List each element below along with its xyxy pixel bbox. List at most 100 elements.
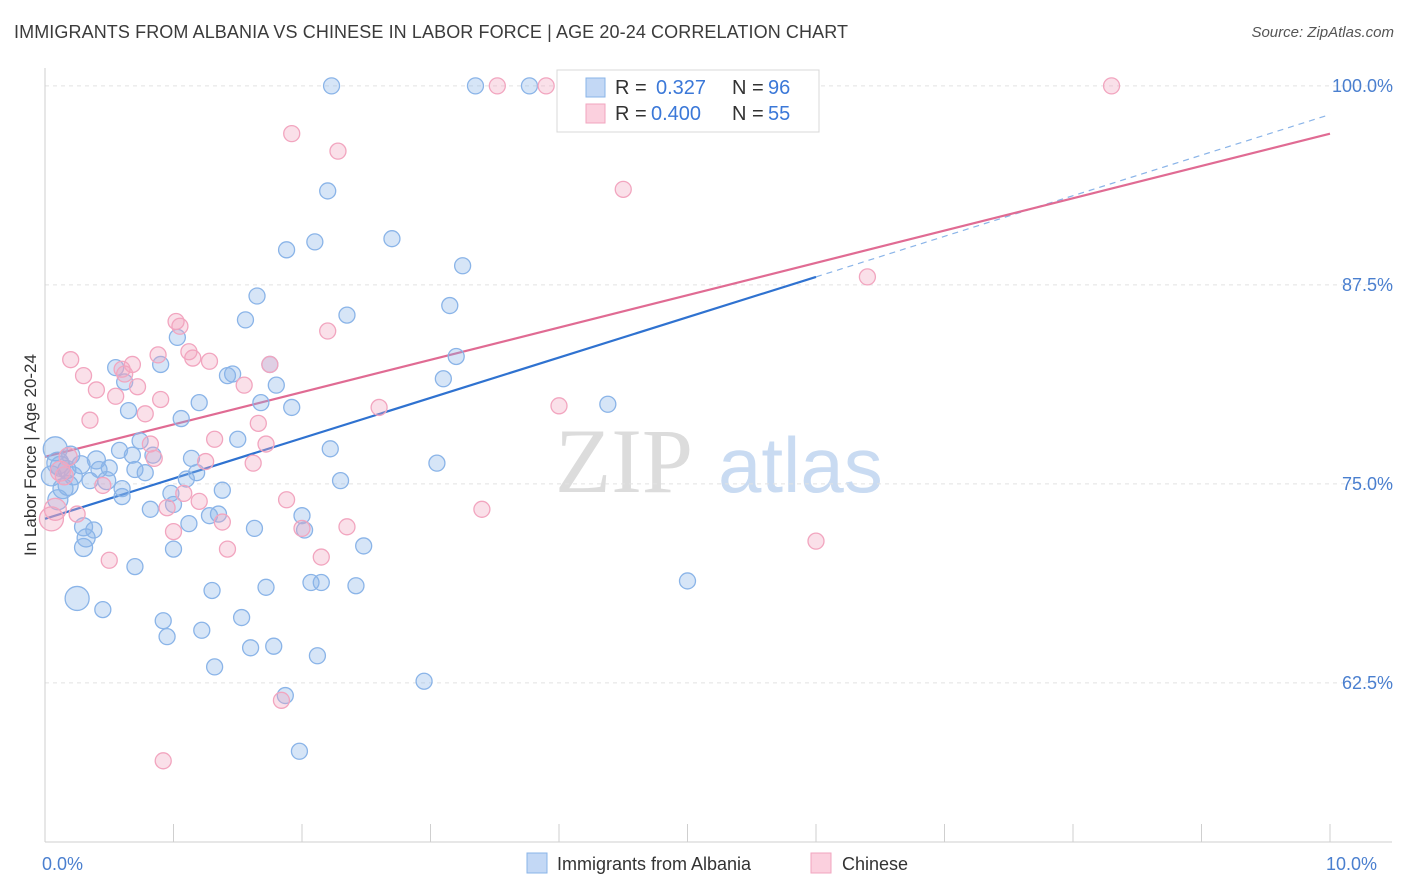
legend-r-label-chinese: R = <box>615 103 647 125</box>
chinese-point <box>149 346 167 364</box>
albania-point <box>46 451 70 475</box>
albania-point <box>205 658 224 676</box>
albania-point <box>223 365 242 383</box>
chinese-point <box>213 513 231 531</box>
chinese-point <box>338 518 356 536</box>
chinese-point <box>62 351 80 369</box>
albania-point <box>678 572 697 590</box>
chinese-point <box>145 449 163 468</box>
albania-point <box>355 537 373 555</box>
albania-point <box>338 306 356 324</box>
albania-point <box>123 446 142 464</box>
chinese-point <box>200 352 219 370</box>
albania-point <box>113 479 131 498</box>
albania-point <box>100 459 118 477</box>
albania-point <box>293 507 311 525</box>
stats-legend: R = 0.327 N = 96 R = 0.400 N = 55 <box>556 69 820 133</box>
trend-lines <box>44 113 1331 520</box>
legend-n-value-chinese: 55 <box>768 103 790 125</box>
albania-point <box>126 557 144 576</box>
albania-point <box>203 581 221 600</box>
albania-point <box>119 401 138 420</box>
chart-title: IMMIGRANTS FROM ALBANIA VS CHINESE IN LA… <box>14 22 849 42</box>
chinese-trend-line <box>44 132 1331 458</box>
chinese-point <box>154 752 172 770</box>
chinese-point <box>107 387 125 405</box>
albania-point <box>236 311 255 329</box>
chinese-point <box>277 491 296 509</box>
chinese-point <box>858 268 877 286</box>
chinese-point <box>184 349 202 367</box>
albania-point <box>232 608 251 627</box>
albania-point <box>164 540 183 558</box>
chinese-point <box>319 322 337 340</box>
albania-point <box>131 432 149 450</box>
albania-point <box>322 77 341 95</box>
chinese-point <box>113 360 131 378</box>
albania-point <box>126 460 144 479</box>
chinese-point <box>151 390 170 409</box>
legend-r-value-albania: 0.327 <box>656 77 706 99</box>
albania-point <box>110 441 129 460</box>
albania-point <box>428 454 446 472</box>
chinese-point <box>100 551 118 569</box>
albania-point <box>245 519 264 538</box>
chinese-point <box>272 691 291 709</box>
grid-lines <box>45 85 1392 684</box>
y-axis-title: In Labor Force | Age 20-24 <box>21 354 40 556</box>
albania-trend-line <box>44 275 817 520</box>
albania-point <box>331 472 350 490</box>
albania-point <box>265 637 283 655</box>
albania-point <box>312 573 330 592</box>
legend-r-value-chinese: 0.400 <box>651 103 701 125</box>
albania-point <box>321 440 339 458</box>
albania-point <box>209 505 228 523</box>
albania-point <box>158 628 176 646</box>
albania-point <box>257 578 275 596</box>
albania-point <box>252 394 270 412</box>
chinese-point <box>312 548 330 566</box>
albania-point <box>136 464 154 482</box>
chinese-point <box>488 77 506 95</box>
albania-point <box>306 233 324 251</box>
source-label: Source: ZipAtlas.com <box>1251 24 1394 41</box>
series-legend: Immigrants from Albania Chinese <box>526 852 908 874</box>
legend-swatch-chinese <box>585 103 606 124</box>
chinese-point <box>473 500 491 518</box>
watermark-atlas: atlas <box>718 421 883 509</box>
chinese-point <box>58 447 78 467</box>
albania-point <box>319 182 337 200</box>
chinese-point <box>171 317 189 335</box>
x-tick-max: 10.0% <box>1326 854 1377 874</box>
chinese-point <box>141 435 160 453</box>
y-tick-label-0: 62.5% <box>1342 673 1393 693</box>
albania-point <box>172 409 190 428</box>
chinese-point <box>158 499 176 517</box>
y-tick-label-1: 75.0% <box>1342 474 1393 494</box>
chinese-point <box>128 378 147 396</box>
albania-point <box>229 430 247 448</box>
chinese-point <box>196 452 215 471</box>
chinese-point <box>370 398 388 417</box>
albania-point <box>283 398 301 417</box>
chinese-point <box>261 355 279 374</box>
legend-n-label-albania: N = <box>732 77 764 99</box>
albania-point <box>453 257 472 275</box>
chinese-point <box>244 454 262 472</box>
albania-point <box>466 77 485 95</box>
albania-point <box>441 296 459 315</box>
albania-point <box>248 287 266 305</box>
albania-point <box>187 464 206 482</box>
albania-point <box>182 449 201 468</box>
chinese-point <box>43 497 67 521</box>
chinese-point <box>87 381 106 399</box>
chinese-point <box>1102 77 1121 95</box>
chinese-point <box>537 77 555 95</box>
albania-point <box>277 241 296 259</box>
chinese-point <box>257 435 275 453</box>
albania-point <box>64 585 90 612</box>
albania-point <box>290 742 309 760</box>
chinese-point <box>614 180 632 198</box>
albania-point <box>86 450 107 470</box>
